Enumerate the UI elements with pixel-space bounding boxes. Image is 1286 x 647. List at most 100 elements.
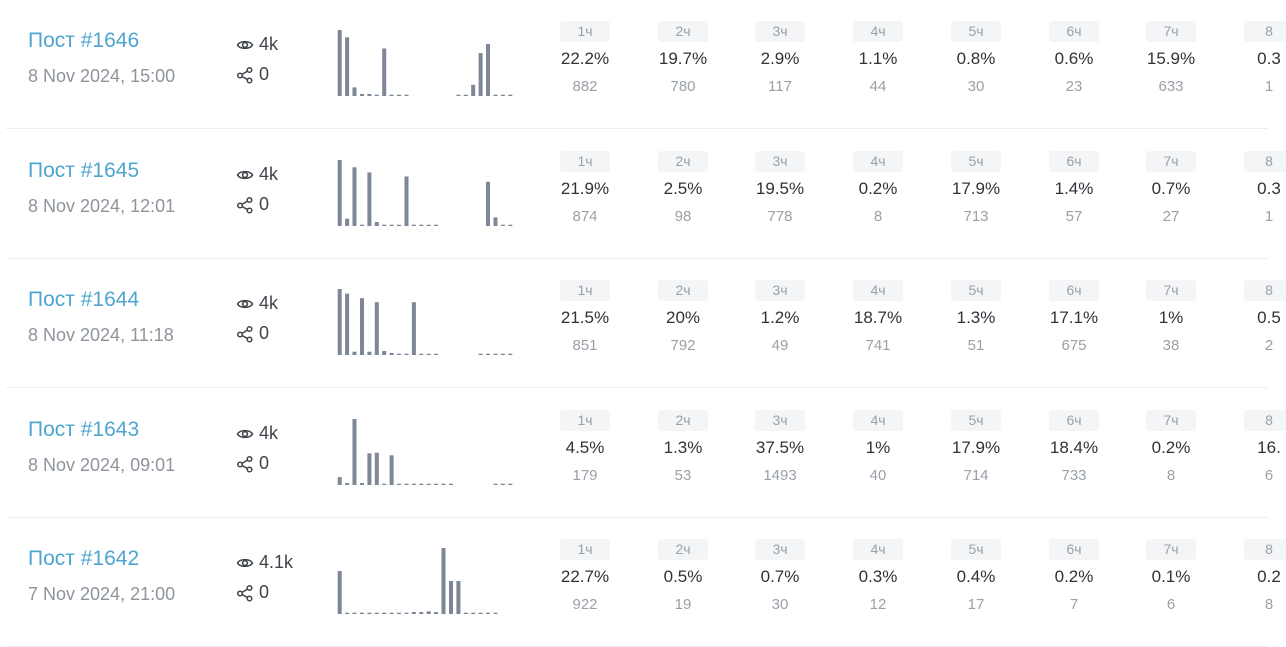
row-divider: [6, 517, 1268, 518]
sparkline-bar: [337, 30, 342, 96]
hour-percent: 0.5%: [663, 567, 703, 586]
views-stat: 4k: [236, 423, 278, 444]
hour-view-count: 714: [963, 467, 989, 484]
hour-view-count: 53: [674, 467, 692, 484]
shares-count: 0: [259, 582, 270, 602]
hour-cell: 7ч 15.9% 633: [1145, 21, 1197, 95]
hour-cell: 6ч 18.4% 733: [1048, 410, 1100, 484]
hour-badge: 7ч: [1146, 151, 1196, 172]
hour-view-count: 117: [768, 78, 792, 95]
hour-cell: 4ч 18.7% 741: [852, 280, 904, 354]
sparkline-bar: [360, 224, 364, 226]
hourly-views-sparkline: [337, 419, 513, 485]
hour-view-count: 19: [674, 596, 692, 613]
hour-badge: 5ч: [951, 151, 1001, 172]
hour-view-count: 2: [1264, 337, 1274, 354]
hour-percent: 0.4%: [956, 567, 996, 586]
sparkline-bar: [367, 351, 372, 355]
sparkline-bar: [419, 353, 424, 355]
sparkline-bar: [486, 612, 490, 614]
sparkline-bar: [389, 612, 394, 614]
sparkline-bar: [486, 181, 490, 226]
hour-view-count: 49: [771, 337, 789, 354]
hour-view-count: 778: [767, 208, 793, 225]
sparkline-bar: [404, 176, 409, 226]
share-icon: [236, 325, 254, 343]
hour-badge: 1ч: [560, 539, 610, 560]
post-title-link[interactable]: Пост #1644: [28, 288, 140, 311]
row-divider: [6, 387, 1268, 388]
post-row: Пост #1644 8 Nov 2024, 11:18 4k 0 1ч 21.…: [0, 259, 1286, 388]
shares-stat: 0: [236, 582, 269, 603]
hour-percent: 0.2: [1257, 567, 1281, 586]
hour-cell: 2ч 20% 792: [657, 280, 709, 354]
hour-cell: 7ч 0.7% 27: [1145, 151, 1197, 225]
hour-badge: 6ч: [1049, 151, 1099, 172]
hour-view-count: 780: [670, 78, 696, 95]
hour-badge: 8: [1244, 280, 1286, 301]
sparkline-bar: [508, 483, 513, 485]
hour-percent: 0.2%: [858, 179, 898, 198]
hour-view-count: 741: [865, 337, 891, 354]
hour-view-count: 44: [869, 78, 887, 95]
sparkline-bar: [360, 298, 364, 355]
hour-cell: 1ч 4.5% 179: [559, 410, 611, 484]
sparkline-bar: [367, 453, 372, 485]
views-stat: 4.1k: [236, 552, 293, 573]
hour-view-count: 7: [1069, 596, 1079, 613]
sparkline-bar: [419, 612, 424, 614]
hour-cell: 4ч 0.2% 8: [852, 151, 904, 225]
hour-cell: 8 0.3 1: [1243, 21, 1286, 95]
hour-badge: 8: [1244, 21, 1286, 42]
sparkline-bar: [374, 222, 379, 226]
sparkline-bar: [493, 217, 498, 226]
hour-cell: 4ч 1.1% 44: [852, 21, 904, 95]
post-title-link[interactable]: Пост #1646: [28, 29, 140, 52]
hour-percent: 4.5%: [565, 438, 605, 457]
hour-view-count: 675: [1061, 337, 1087, 354]
hour-badge: 2ч: [658, 539, 708, 560]
post-date: 8 Nov 2024, 15:00: [28, 66, 176, 86]
hour-view-count: 30: [771, 596, 789, 613]
hour-cell: 1ч 21.9% 874: [559, 151, 611, 225]
sparkline-bar: [345, 37, 350, 96]
hour-percent: 0.3%: [858, 567, 898, 586]
sparkline-bar: [500, 224, 505, 226]
hour-view-count: 38: [1162, 337, 1180, 354]
views-count: 4k: [259, 164, 279, 184]
sparkline-bar: [486, 43, 490, 96]
hour-badge: 6ч: [1049, 21, 1099, 42]
hour-view-count: 12: [869, 596, 887, 613]
sparkline-bar: [337, 160, 342, 226]
hour-badge: 1ч: [560, 410, 610, 431]
eye-icon: [236, 36, 254, 54]
sparkline-bar: [374, 612, 379, 614]
hour-percent: 37.5%: [755, 438, 805, 457]
hour-view-count: 98: [674, 208, 692, 225]
hour-badge: 6ч: [1049, 539, 1099, 560]
sparkline-bar: [508, 353, 513, 355]
post-title-link[interactable]: Пост #1642: [28, 547, 140, 570]
post-title-link[interactable]: Пост #1643: [28, 418, 140, 441]
hour-view-count: 922: [572, 596, 598, 613]
hour-badge: 2ч: [658, 151, 708, 172]
sparkline-bar: [449, 581, 453, 614]
hour-cell: 5ч 1.3% 51: [950, 280, 1002, 354]
hour-cell: 8 16. 6: [1243, 410, 1286, 484]
sparkline-bar: [411, 224, 416, 226]
sparkline-bar: [382, 224, 387, 226]
sparkline-bar: [434, 353, 439, 355]
sparkline-bar: [360, 612, 364, 614]
hour-percent: 0.8%: [956, 49, 996, 68]
post-title-link[interactable]: Пост #1645: [28, 159, 140, 182]
sparkline-bar: [389, 224, 394, 226]
hour-cell: 4ч 0.3% 12: [852, 539, 904, 613]
hour-cell: 1ч 21.5% 851: [559, 280, 611, 354]
eye-icon: [236, 166, 254, 184]
sparkline-bar: [478, 353, 483, 355]
hour-percent: 17.9%: [951, 179, 1001, 198]
sparkline-bar: [404, 94, 409, 96]
hour-cell: 2ч 0.5% 19: [657, 539, 709, 613]
sparkline-bar: [397, 353, 401, 355]
views-stat: 4k: [236, 293, 278, 314]
